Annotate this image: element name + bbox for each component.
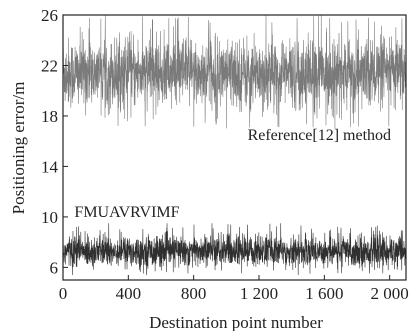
x-tick-label: 800 [181, 284, 207, 303]
y-tick-label: 14 [41, 157, 59, 176]
y-axis-label: Positioning error/m [9, 82, 28, 215]
x-tick-label: 2 000 [371, 284, 409, 303]
series-reference-method-line [62, 14, 407, 129]
y-tick-label: 10 [41, 208, 58, 227]
y-tick-label: 6 [50, 258, 59, 277]
y-tick-label: 22 [41, 56, 58, 75]
annotation-reference-method: Reference[12] method [248, 127, 391, 144]
x-tick-label: 400 [116, 284, 142, 303]
x-tick-label: 0 [59, 284, 68, 303]
annotation-fmuavrvimf: FMUAVRVIMF [74, 204, 179, 221]
y-ticks: 6 10 14 18 22 26 [41, 6, 68, 277]
y-tick-label: 26 [41, 6, 58, 25]
x-tick-label: 1 600 [305, 284, 343, 303]
series-layer [62, 14, 407, 275]
x-ticks: 0 400 800 1 200 1 600 2 000 [59, 275, 409, 303]
x-axis-label: Destination point number [149, 313, 323, 331]
y-tick-label: 18 [41, 107, 58, 126]
x-tick-label: 1 200 [240, 284, 278, 303]
series-fmuavrvimf-line [62, 223, 407, 275]
plot-frame [62, 14, 407, 281]
